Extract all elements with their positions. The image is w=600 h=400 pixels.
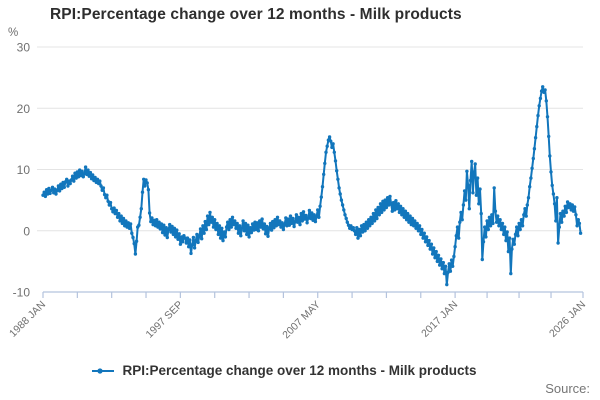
y-axis-unit-label: % xyxy=(8,27,19,39)
x-tick-label: 2026 JAN xyxy=(547,299,588,340)
x-tick-label: 2017 JAN xyxy=(419,299,460,340)
series-milk-products[interactable] xyxy=(41,85,583,287)
y-tick-label: -10 xyxy=(13,286,31,300)
x-tick-label: 2007 MAY xyxy=(280,299,323,342)
chart-title: RPI:Percentage change over 12 months - M… xyxy=(50,6,462,23)
x-tick-label: 1988 JAN xyxy=(7,299,48,340)
x-tick-label: 1997 SEP xyxy=(144,299,186,341)
series-line xyxy=(42,85,582,286)
y-tick-label: 30 xyxy=(17,41,31,55)
legend-label: RPI:Percentage change over 12 months - M… xyxy=(122,363,477,378)
legend-item[interactable]: RPI:Percentage change over 12 months - M… xyxy=(0,363,584,378)
y-tick-label: 0 xyxy=(23,224,30,238)
y-tick-label: 20 xyxy=(17,102,31,116)
legend-line-marker-icon xyxy=(92,367,115,374)
y-tick-label: 10 xyxy=(17,163,31,177)
source-label: Source: xyxy=(545,381,590,396)
